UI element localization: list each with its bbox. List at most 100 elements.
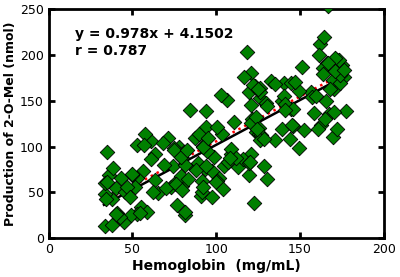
Point [324, 4, 331, 8]
Point [320, 66, 326, 70]
Point [178, 173, 184, 178]
Point [129, 172, 136, 176]
Point [337, 81, 343, 86]
Point [227, 155, 233, 160]
Point [230, 119, 237, 124]
Point [199, 190, 205, 194]
Point [281, 94, 288, 98]
Point [251, 84, 258, 88]
Point [126, 194, 133, 199]
Point [162, 185, 169, 190]
Point [249, 117, 256, 121]
Point [333, 58, 340, 63]
Point [117, 215, 124, 219]
Point [310, 111, 317, 115]
Point [261, 137, 268, 141]
Point [324, 61, 330, 65]
Point [109, 166, 116, 170]
Point [140, 169, 146, 173]
Point [296, 146, 302, 151]
Point [261, 164, 268, 168]
Point [287, 107, 294, 111]
Point [142, 131, 148, 136]
Point [295, 89, 302, 93]
Point [282, 101, 289, 106]
Point [112, 185, 119, 190]
Point [225, 160, 232, 164]
Point [309, 95, 316, 99]
Point [214, 125, 220, 130]
Point [173, 182, 180, 186]
Point [317, 41, 323, 46]
Point [184, 148, 191, 152]
Point [253, 115, 260, 119]
Point [192, 135, 198, 140]
Point [320, 71, 326, 76]
Point [220, 186, 226, 191]
Point [288, 81, 294, 85]
Point [104, 180, 110, 184]
Point [228, 152, 234, 156]
Point [182, 213, 188, 218]
Point [178, 184, 185, 189]
Point [218, 93, 224, 98]
Point [244, 50, 250, 55]
Point [152, 152, 158, 156]
Point [200, 144, 206, 148]
Point [180, 150, 187, 154]
Point [256, 132, 262, 136]
Point [257, 138, 264, 142]
Point [315, 127, 322, 132]
Point [210, 155, 217, 159]
Point [258, 133, 265, 137]
Point [118, 176, 124, 180]
Point [103, 197, 109, 201]
Point [323, 99, 329, 103]
Point [102, 181, 109, 186]
Point [246, 161, 252, 166]
Point [192, 166, 198, 170]
X-axis label: Hemoglobin  (mg/mL): Hemoglobin (mg/mL) [132, 259, 301, 273]
Point [248, 152, 254, 157]
Point [332, 69, 338, 73]
Point [199, 185, 206, 189]
Y-axis label: Production of 2-O-Mel (nmol): Production of 2-O-Mel (nmol) [4, 21, 17, 226]
Point [165, 136, 171, 140]
Point [327, 87, 333, 91]
Point [292, 80, 298, 84]
Point [102, 192, 108, 196]
Text: y = 0.978x + 4.1502
r = 0.787: y = 0.978x + 4.1502 r = 0.787 [76, 27, 234, 58]
Point [192, 168, 199, 172]
Point [336, 57, 342, 62]
Point [224, 98, 230, 102]
Point [228, 147, 234, 151]
Point [330, 86, 337, 91]
Point [132, 185, 138, 190]
Point [205, 136, 211, 140]
Point [264, 104, 270, 109]
Point [170, 164, 176, 169]
Point [103, 150, 110, 155]
Point [282, 107, 288, 112]
Point [301, 128, 308, 133]
Point [160, 141, 166, 145]
Point [148, 138, 154, 143]
Point [290, 107, 296, 111]
Point [101, 224, 108, 228]
Point [220, 164, 227, 168]
Point [330, 135, 337, 140]
Point [134, 176, 140, 180]
Point [257, 96, 263, 100]
Point [114, 211, 120, 216]
Point [330, 78, 336, 82]
Point [248, 71, 254, 75]
Point [187, 107, 194, 112]
Point [332, 56, 338, 61]
Point [248, 121, 254, 125]
Point [124, 184, 130, 189]
Point [287, 137, 293, 142]
Point [200, 145, 206, 149]
Point [341, 68, 347, 73]
Point [176, 144, 182, 149]
Point [106, 173, 112, 178]
